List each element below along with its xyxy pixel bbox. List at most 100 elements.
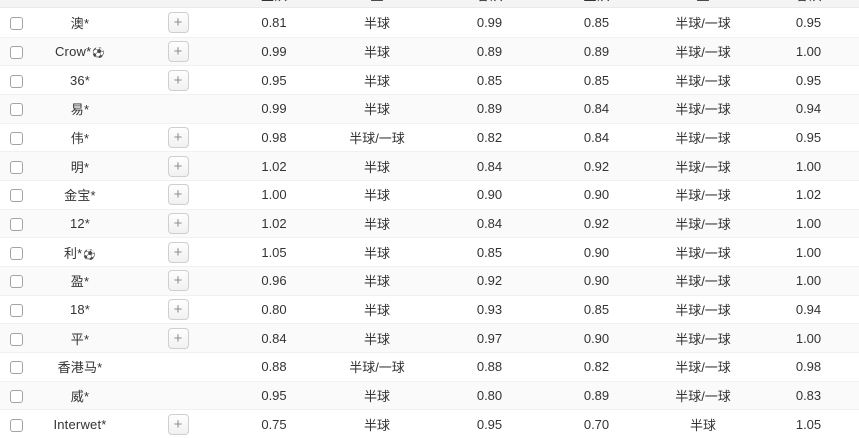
- plus-icon: +: [173, 13, 183, 31]
- row-checkbox[interactable]: [9, 189, 23, 203]
- bookmaker-name: Interwet*: [53, 416, 107, 432]
- away-odds-2: 1.00: [795, 273, 822, 289]
- row-checkbox[interactable]: [9, 303, 23, 317]
- bookmaker-cell: 盈*: [32, 271, 128, 290]
- home-odds-2: 0.70: [583, 416, 610, 432]
- row-checkbox[interactable]: [9, 217, 23, 231]
- away-odds-1: 0.88: [476, 359, 503, 375]
- row-checkbox[interactable]: [9, 246, 23, 260]
- plus-icon: +: [173, 415, 183, 433]
- row-checkbox[interactable]: [9, 418, 23, 432]
- handicap-2: 半球/一球: [675, 15, 731, 31]
- expand-button[interactable]: +: [167, 212, 189, 234]
- header-checkbox-col: [0, 4, 32, 7]
- expand-button[interactable]: +: [167, 298, 189, 320]
- home-odds-1: 1.02: [261, 215, 287, 231]
- away-odds-1: 0.82: [476, 129, 503, 145]
- expand-button[interactable]: +: [167, 327, 189, 349]
- handicap-2: 半球/一球: [675, 216, 731, 232]
- away-odds-1: 0.89: [476, 43, 503, 59]
- row-checkbox[interactable]: [9, 16, 23, 30]
- checkbox-cell: [0, 388, 32, 403]
- table-row: 易* + 0.99 半球 0.89 0.84 半球/一球 0.94: [0, 93, 859, 123]
- checkbox-cell: [0, 416, 32, 432]
- plus-icon: +: [173, 243, 183, 261]
- row-checkbox[interactable]: [9, 389, 23, 403]
- away-odds-2: 1.05: [795, 416, 822, 432]
- row-checkbox[interactable]: [9, 160, 23, 174]
- row-checkbox[interactable]: [9, 275, 23, 289]
- checkbox-cell: [0, 302, 32, 317]
- bookmaker-name: 金宝*: [64, 188, 96, 204]
- row-checkbox[interactable]: [9, 131, 23, 145]
- away-odds-2: 1.00: [795, 43, 822, 59]
- table-row: Crow*⚽ + 0.99 半球 0.89 0.89 半球/一球 1.00: [0, 36, 859, 66]
- header-expand-col: [128, 4, 228, 7]
- plus-icon: +: [173, 42, 183, 60]
- handicap-2: 半球/一球: [675, 73, 731, 89]
- expand-cell: +: [128, 327, 228, 349]
- home-odds-2: 0.89: [583, 43, 610, 59]
- away-odds-2: 0.94: [795, 101, 822, 117]
- plus-icon: +: [173, 214, 183, 232]
- header-handicap-1: 盘: [320, 0, 434, 7]
- bookmaker-cell: 易*: [32, 99, 128, 118]
- expand-cell: +: [128, 241, 228, 263]
- expand-button[interactable]: +: [167, 69, 189, 91]
- expand-cell: +: [128, 270, 228, 292]
- home-odds-2: 0.92: [583, 158, 610, 174]
- handicap-1: 半球/一球: [349, 360, 405, 376]
- checkbox-cell: [0, 130, 32, 145]
- handicap-2: 半球/一球: [675, 188, 731, 204]
- table-row: 明* + 1.02 半球 0.84 0.92 半球/一球 1.00: [0, 151, 859, 180]
- expand-button[interactable]: +: [167, 270, 189, 292]
- handicap-2: 半球/一球: [675, 302, 731, 318]
- bookmaker-name: 利*: [63, 245, 83, 261]
- expand-cell: +: [128, 11, 228, 33]
- away-odds-1: 0.85: [476, 244, 503, 260]
- handicap-2: 半球/一球: [675, 130, 731, 146]
- expand-button[interactable]: +: [167, 11, 189, 33]
- expand-button[interactable]: +: [167, 184, 189, 206]
- handicap-1: 半球: [363, 216, 390, 232]
- bookmaker-name: 澳*: [70, 15, 90, 31]
- expand-button[interactable]: +: [167, 155, 189, 177]
- home-odds-1: 0.81: [261, 14, 287, 30]
- bookmaker-name: 18*: [69, 301, 91, 317]
- row-checkbox[interactable]: [9, 361, 23, 375]
- row-checkbox[interactable]: [9, 332, 23, 346]
- home-odds-1: 1.00: [261, 187, 287, 203]
- expand-cell: +: [128, 413, 228, 435]
- expand-cell: +: [128, 356, 228, 377]
- away-odds-1: 0.95: [476, 416, 503, 432]
- row-checkbox[interactable]: [9, 74, 23, 88]
- checkbox-cell: [0, 101, 32, 117]
- expand-cell: +: [128, 69, 228, 91]
- table-row: 利*⚽ + 1.05 半球 0.85 0.90 半球/一球 1.00: [0, 237, 859, 266]
- expand-button[interactable]: +: [167, 126, 189, 148]
- bookmaker-cell: Interwet*: [32, 417, 128, 432]
- home-odds-2: 0.90: [583, 244, 610, 260]
- handicap-1: 半球: [363, 245, 390, 261]
- handicap-2: 半球/一球: [675, 388, 731, 404]
- bookmaker-cell: 利*⚽: [32, 243, 128, 262]
- bookmaker-name: 伟*: [70, 130, 90, 146]
- expand-button[interactable]: +: [167, 40, 189, 62]
- away-odds-1: 0.97: [476, 330, 503, 346]
- checkbox-cell: [0, 216, 32, 231]
- bookmaker-cell: 金宝*: [32, 185, 128, 204]
- expand-button[interactable]: +: [167, 241, 189, 263]
- away-odds-2: 0.95: [795, 14, 822, 30]
- expand-button[interactable]: +: [167, 413, 189, 435]
- soccer-ball-icon: ⚽: [83, 249, 97, 261]
- bookmaker-name: 盈*: [70, 274, 90, 290]
- row-checkbox[interactable]: [9, 46, 23, 60]
- table-row: 香港马* + 0.88 半球/一球 0.88 0.82 半球/一球 0.98: [0, 351, 859, 381]
- row-checkbox[interactable]: [9, 103, 23, 117]
- checkbox-cell: [0, 331, 32, 346]
- header-row: 主队 盘 客队 主队 盘 客队: [0, 0, 859, 8]
- bookmaker-cell: 威*: [32, 386, 128, 405]
- handicap-1: 半球: [363, 331, 390, 347]
- home-odds-2: 0.84: [583, 101, 610, 117]
- handicap-2: 半球/一球: [675, 360, 731, 376]
